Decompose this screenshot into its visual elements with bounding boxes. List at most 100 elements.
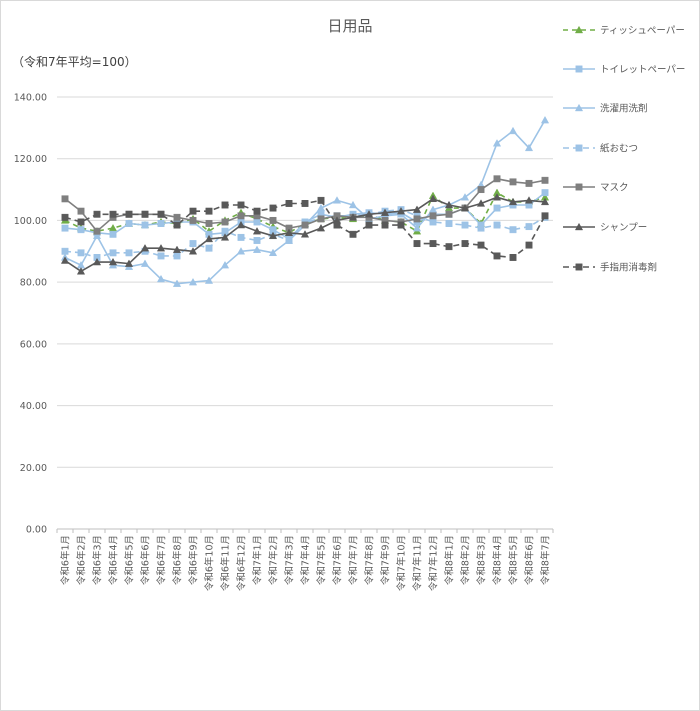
data-point <box>380 208 390 216</box>
y-tick-label: 60.00 <box>20 339 47 350</box>
data-point <box>204 234 214 243</box>
data-point <box>253 237 261 244</box>
data-point <box>509 226 517 234</box>
plot-area <box>60 115 550 287</box>
data-point <box>364 210 374 218</box>
x-tick-label: 令和7年4月 <box>300 535 312 585</box>
data-point <box>476 199 486 207</box>
data-point <box>381 221 389 229</box>
data-point <box>317 196 325 204</box>
x-tick-label: 令和6年1月 <box>60 535 72 585</box>
data-point <box>396 206 406 215</box>
data-point <box>349 230 357 238</box>
x-tick-label: 令和6年4月 <box>108 535 120 585</box>
data-point <box>172 279 182 287</box>
x-tick-label: 令和7年12月 <box>428 535 440 591</box>
data-point <box>285 200 293 207</box>
data-point <box>492 193 502 201</box>
y-tick-label: 40.00 <box>20 401 47 412</box>
data-point <box>509 254 517 261</box>
data-point <box>124 259 134 267</box>
x-tick-label: 令和7年2月 <box>268 535 280 585</box>
data-point <box>301 200 309 207</box>
legend-label: 手指用消毒剤 <box>600 262 657 274</box>
legend-marker <box>575 65 583 73</box>
gridlines <box>57 96 553 530</box>
data-point <box>156 274 166 283</box>
data-point <box>413 240 421 248</box>
data-point <box>60 256 70 264</box>
data-point <box>140 259 150 267</box>
data-point <box>221 218 229 226</box>
x-tick-label: 令和6年5月 <box>124 535 136 585</box>
x-tick-label: 令和8年4月 <box>492 535 504 585</box>
data-point <box>108 223 118 232</box>
x-tick-label: 令和8年5月 <box>508 535 520 585</box>
legend: ティッシュペーパートイレットペーパー洗濯用洗剤紙おむつマスクシャンプー手指用消毒… <box>563 26 685 274</box>
legend-label: 洗濯用洗剤 <box>600 103 648 115</box>
data-point <box>205 207 213 215</box>
data-point <box>508 126 518 135</box>
data-point <box>77 249 85 257</box>
x-tick-label: 令和7年7月 <box>348 535 360 585</box>
data-point <box>141 221 149 229</box>
data-point <box>541 189 549 197</box>
data-point <box>77 226 85 234</box>
data-point <box>77 207 85 215</box>
data-point <box>237 233 245 241</box>
x-tick-label: 令和7年10月 <box>396 535 408 591</box>
x-tick-label: 令和7年11月 <box>412 535 424 591</box>
data-point <box>189 240 197 248</box>
data-point <box>300 230 310 238</box>
y-tick-label: 140.00 <box>14 93 47 104</box>
x-tick-label: 令和7年3月 <box>284 535 296 585</box>
legend-marker <box>575 144 583 152</box>
data-point <box>413 215 421 223</box>
x-tick-label: 令和6年7月 <box>156 535 168 585</box>
data-point <box>221 201 229 209</box>
y-tick-label: 0.00 <box>26 525 47 536</box>
data-point <box>477 186 485 194</box>
data-point <box>541 212 549 220</box>
x-tick-label: 令和6年2月 <box>76 535 88 585</box>
data-point <box>189 207 197 215</box>
data-point <box>109 210 117 218</box>
legend-label: トイレットペーパー <box>600 65 685 76</box>
data-point <box>173 252 181 260</box>
data-point <box>317 215 325 223</box>
data-point <box>237 212 245 220</box>
data-point <box>61 195 69 203</box>
data-point <box>461 221 469 229</box>
data-point <box>125 249 133 257</box>
data-point <box>477 224 485 232</box>
data-point <box>445 210 453 218</box>
data-point <box>220 233 230 241</box>
data-point <box>188 247 198 255</box>
data-point <box>109 230 117 238</box>
data-point <box>493 175 501 183</box>
data-point <box>61 247 69 255</box>
data-point <box>460 203 470 212</box>
data-point <box>236 220 246 229</box>
x-tick-label: 令和7年1月 <box>252 535 264 585</box>
chart-title: 日用品 <box>327 17 372 35</box>
data-point <box>429 212 437 220</box>
series-7 <box>61 196 549 261</box>
data-point <box>284 228 294 236</box>
data-point <box>188 277 198 286</box>
data-point <box>157 220 165 227</box>
data-point <box>92 231 102 240</box>
x-tick-label: 令和6年8月 <box>172 535 184 585</box>
data-point <box>508 197 518 206</box>
data-point <box>253 207 261 215</box>
data-point <box>397 221 405 229</box>
legend-item: シャンプー <box>563 223 647 234</box>
x-tick-label: 令和6年3月 <box>92 535 104 585</box>
data-point <box>253 218 261 226</box>
legend-item: ティッシュペーパー <box>563 26 685 37</box>
data-point <box>76 267 86 275</box>
legend-label: ティッシュペーパー <box>600 26 685 37</box>
data-point <box>269 216 277 224</box>
data-point <box>525 241 533 249</box>
